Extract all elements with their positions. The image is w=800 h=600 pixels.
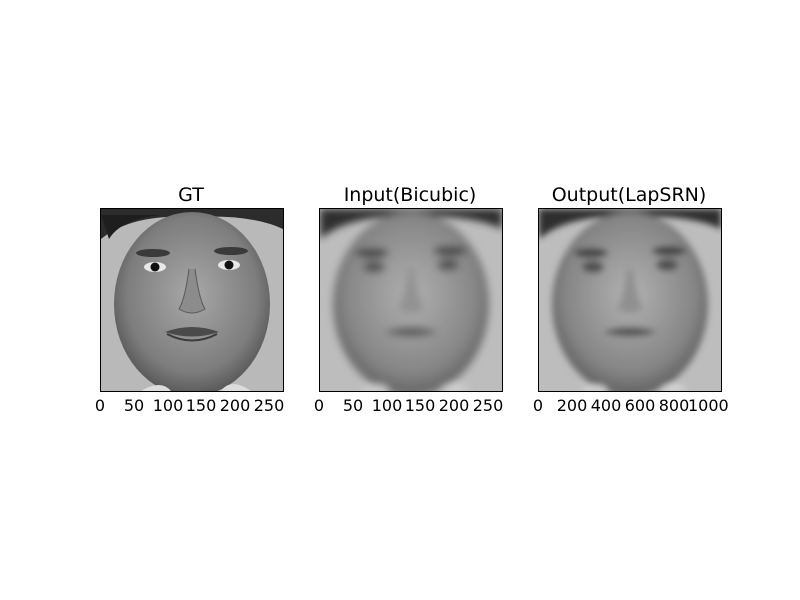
x-tick-label: 100 [152,396,184,415]
x-tick-label: 400 [590,396,622,415]
panel-title: Input(Bicubic) [343,184,477,206]
panel-title: Output(LapSRN) [551,184,707,206]
x-tick-label: 250 [253,396,285,415]
x-tick-label: 800 [658,396,690,415]
x-tick-label: 50 [342,396,364,415]
face-photo-sharp [101,209,283,391]
x-tick-label: 200 [438,396,470,415]
x-tick-label: 1000 [688,396,729,415]
face-photo-blurred [320,209,502,391]
x-tick-label: 200 [556,396,588,415]
x-tick-label: 50 [123,396,145,415]
x-tick-label: 200 [219,396,251,415]
x-tick-label: 250 [472,396,504,415]
x-tick-label: 0 [532,396,544,415]
x-tick-label: 600 [624,396,656,415]
x-tick-label: 0 [313,396,325,415]
face-photo-blurred [539,209,721,391]
x-tick-label: 150 [404,396,436,415]
x-tick-label: 100 [371,396,403,415]
x-tick-label: 0 [94,396,106,415]
panel-title: GT [178,184,204,206]
face-image-gt [100,208,284,392]
face-image-output [538,208,722,392]
x-tick-label: 150 [185,396,217,415]
face-image-input [319,208,503,392]
